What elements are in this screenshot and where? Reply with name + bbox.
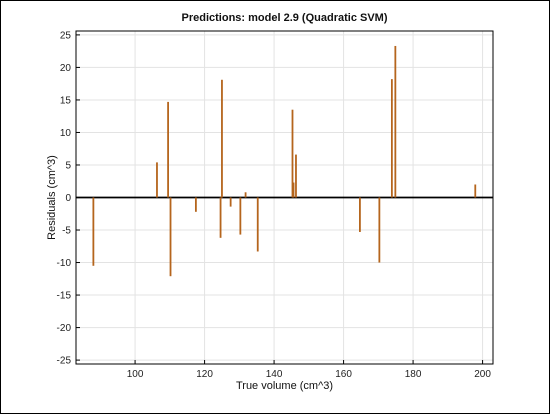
x-tick-label: 100	[127, 369, 144, 380]
x-tick-label: 180	[405, 369, 422, 380]
grid-layer	[76, 31, 493, 364]
residual-bar	[167, 101, 169, 198]
x-tick-label: 160	[335, 369, 352, 380]
residual-bar	[194, 197, 197, 212]
y-tick-label: -15	[57, 291, 72, 302]
y-axis-label: Residuals (cm^3)	[46, 155, 58, 240]
residual-bar	[156, 162, 158, 198]
x-tick-label: 200	[474, 369, 491, 380]
residual-bar	[394, 45, 397, 198]
x-tick-label: 120	[196, 369, 213, 380]
residual-bar	[256, 197, 259, 252]
y-tick-label: 10	[60, 128, 72, 139]
y-tick-label: 25	[60, 30, 72, 41]
residual-bar	[229, 197, 232, 207]
bars-layer	[92, 45, 477, 277]
y-tick-label: 20	[60, 63, 72, 74]
residual-bar	[221, 79, 223, 198]
y-tick-label: -20	[57, 323, 72, 334]
residual-bar	[390, 79, 393, 198]
x-tick-label: 140	[266, 369, 283, 380]
y-tick-label: -5	[62, 226, 71, 237]
y-tick-label: -10	[57, 258, 72, 269]
y-tick-label: 5	[65, 160, 71, 171]
residual-bar	[219, 197, 222, 238]
y-tick-label: 15	[60, 95, 72, 106]
residual-bar	[244, 192, 247, 198]
residual-bar	[474, 184, 477, 198]
residual-bar	[295, 154, 297, 198]
residual-bar	[92, 197, 95, 266]
residual-bar	[169, 197, 172, 277]
x-axis-label: True volume (cm^3)	[236, 380, 333, 392]
residual-bar	[291, 109, 294, 198]
ticks-layer: 100 120 140 160 180 200 -25 -20 -15 -10 -5 0 5 10 15 20…	[57, 30, 492, 380]
y-tick-label: -25	[57, 356, 72, 367]
residual-bar	[292, 182, 295, 198]
residual-bar	[378, 197, 381, 263]
residual-bar	[239, 197, 242, 235]
chart-title: Predictions: model 2.9 (Quadratic SVM)	[182, 12, 388, 24]
y-tick-label: 0	[65, 193, 71, 204]
residual-bar	[359, 197, 361, 232]
